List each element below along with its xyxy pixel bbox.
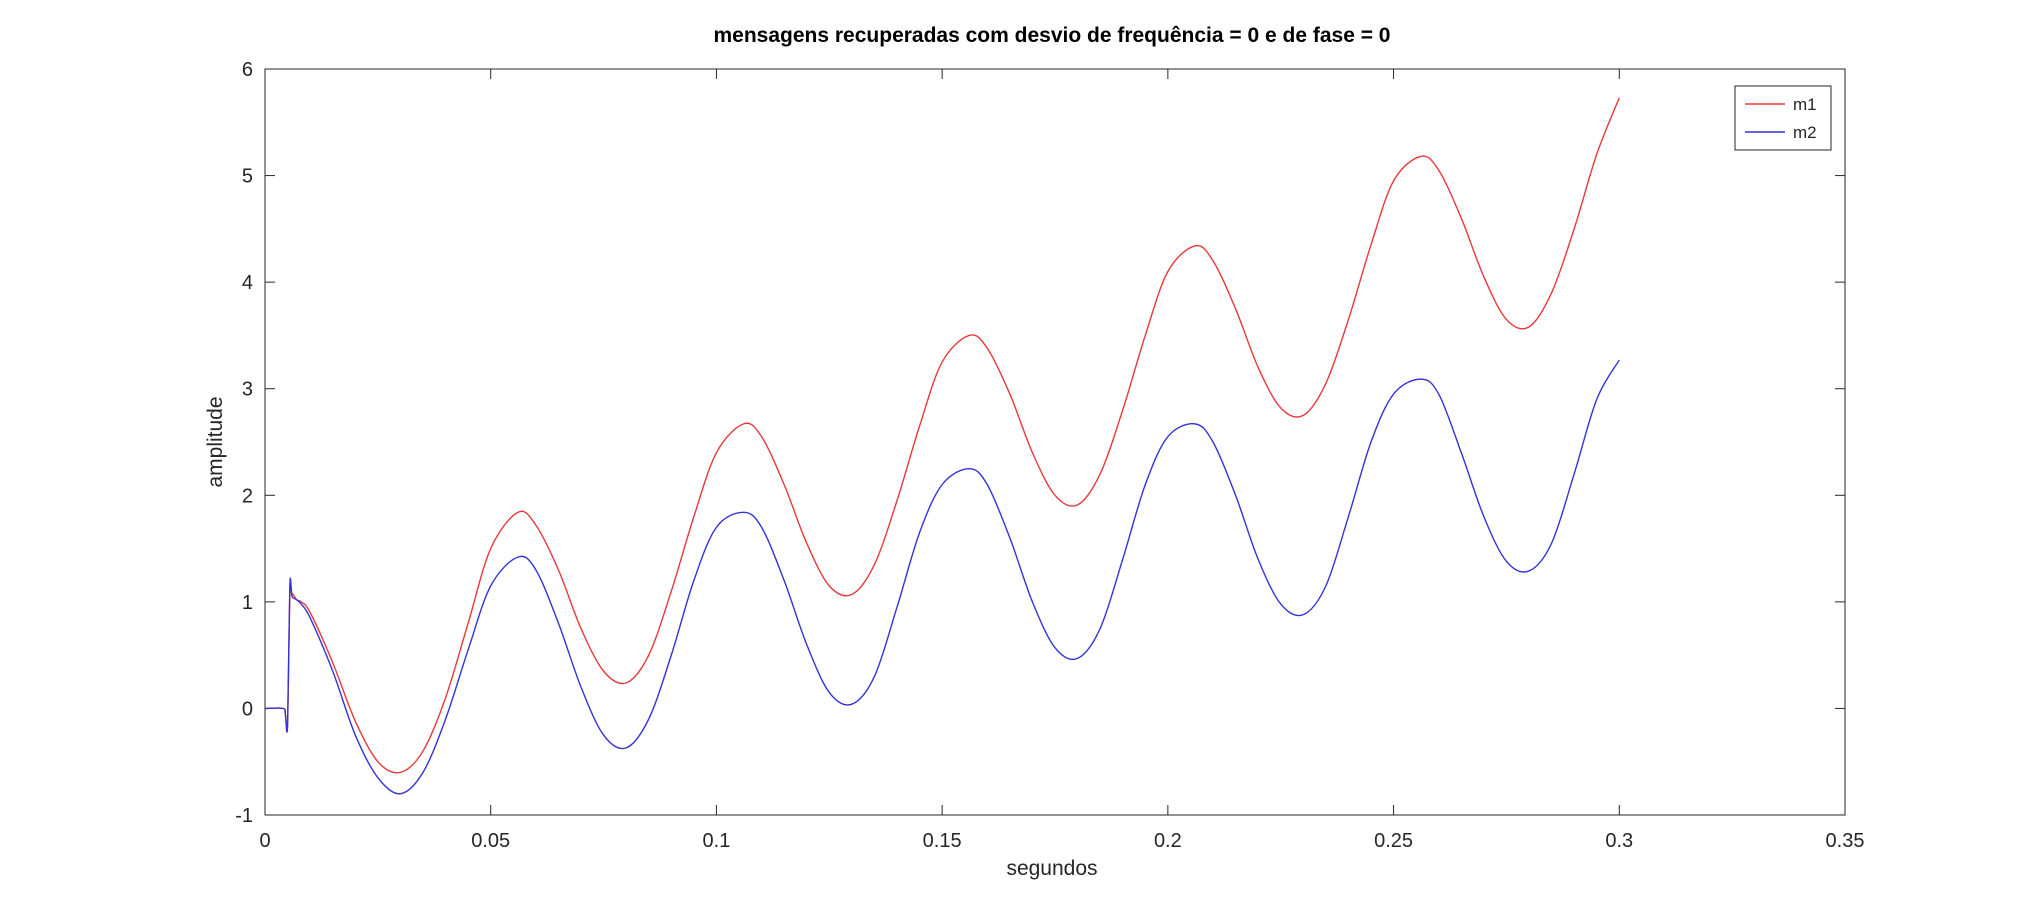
x-tick-label: 0.15 — [923, 830, 962, 852]
y-tick-label: -1 — [235, 805, 253, 827]
legend-label-m2: m2 — [1793, 123, 1817, 142]
chart-title: mensagens recuperadas com desvio de freq… — [714, 24, 1391, 47]
y-tick-label: 6 — [242, 59, 253, 81]
x-tick-label: 0.25 — [1374, 830, 1413, 852]
x-axis-label: segundos — [1006, 857, 1097, 880]
legend-box — [1734, 85, 1832, 151]
y-tick-label: 0 — [242, 698, 253, 720]
x-tick-label: 0 — [259, 830, 270, 852]
y-tick-label: 1 — [242, 592, 253, 614]
y-tick-label: 3 — [242, 379, 253, 401]
y-tick-label: 4 — [242, 272, 253, 294]
legend-label-m1: m1 — [1793, 95, 1817, 114]
y-tick-label: 5 — [242, 166, 253, 188]
x-tick-label: 0.05 — [471, 830, 510, 852]
x-tick-label: 0.2 — [1154, 830, 1182, 852]
y-axis-label: amplitude — [204, 396, 227, 487]
x-tick-label: 0.3 — [1605, 830, 1633, 852]
series-line-m2 — [264, 359, 1620, 795]
series-line-m1 — [264, 97, 1620, 774]
axes-box — [264, 68, 1846, 816]
x-tick-label: 0.1 — [703, 830, 731, 852]
plot-area: 0 0.05 0.1 0.15 0.2 0.25 0.3 0.35 -1 0 1 2 3 4 5 6 — [235, 59, 1864, 852]
x-tick-label: 0.35 — [1826, 830, 1865, 852]
y-tick-label: 2 — [242, 485, 253, 507]
